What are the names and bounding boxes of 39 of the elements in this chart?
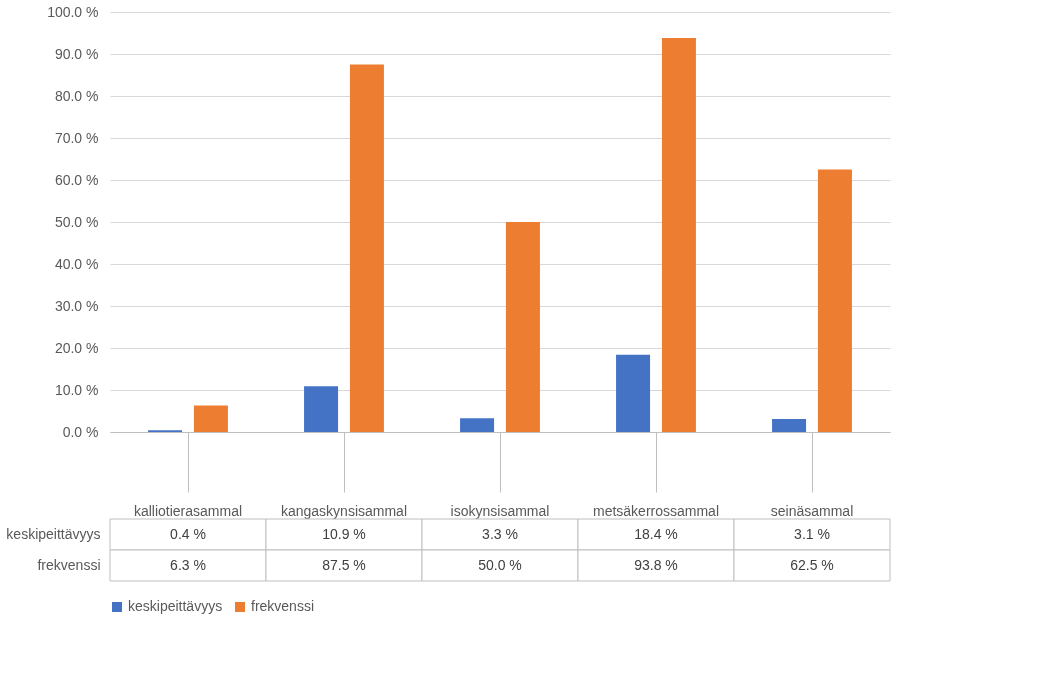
bar	[817, 169, 852, 432]
y-tick-label: 100.0 %	[47, 3, 99, 20]
y-tick-label: 40.0 %	[54, 255, 99, 272]
bar	[193, 405, 228, 432]
legend-label: keskipeittävyys	[128, 598, 223, 614]
text: keskipeittävyys	[6, 525, 101, 542]
x-tick-label: isokynsisammal	[450, 502, 550, 519]
x-tick-label: kangaskynsisammal	[280, 502, 408, 519]
y-tick-label: 80.0 %	[54, 87, 99, 104]
data-label: 87.5 %	[322, 556, 366, 573]
x-tick-label: kalliotierasammal	[133, 502, 243, 519]
bar	[772, 418, 807, 432]
data-label: 62.5 %	[790, 556, 834, 573]
data-label: 3.1 %	[794, 525, 830, 542]
data-label: 50.0 %	[478, 556, 522, 573]
data-label: 93.8 %	[634, 556, 678, 573]
y-tick-label: 70.0 %	[54, 129, 99, 146]
text: frekvenssi	[37, 556, 101, 573]
y-tick-label: 90.0 %	[54, 45, 99, 62]
y-tick-label: 10.0 %	[54, 381, 99, 398]
bar	[460, 418, 495, 432]
data-label: 0.4 %	[170, 525, 206, 542]
y-tick-label: 0.0 %	[62, 423, 99, 440]
y-tick-label: 60.0 %	[54, 171, 99, 188]
y-tick-label: 50.0 %	[54, 213, 99, 230]
bar	[661, 38, 696, 432]
x-tick-label: metsäkerrossammal	[592, 502, 720, 519]
data-label: 6.3 %	[170, 556, 206, 573]
data-label: 10.9 %	[322, 525, 366, 542]
bar	[616, 354, 651, 432]
bar	[349, 64, 384, 432]
x-tick-label: seinäsammal	[770, 502, 854, 519]
data-label: 3.3 %	[482, 525, 518, 542]
data-label: 18.4 %	[634, 525, 678, 542]
legend-label: frekvenssi	[251, 598, 315, 614]
bar	[505, 222, 540, 432]
bar	[304, 386, 339, 432]
y-tick-label: 30.0 %	[54, 297, 99, 314]
y-tick-label: 20.0 %	[54, 339, 99, 356]
